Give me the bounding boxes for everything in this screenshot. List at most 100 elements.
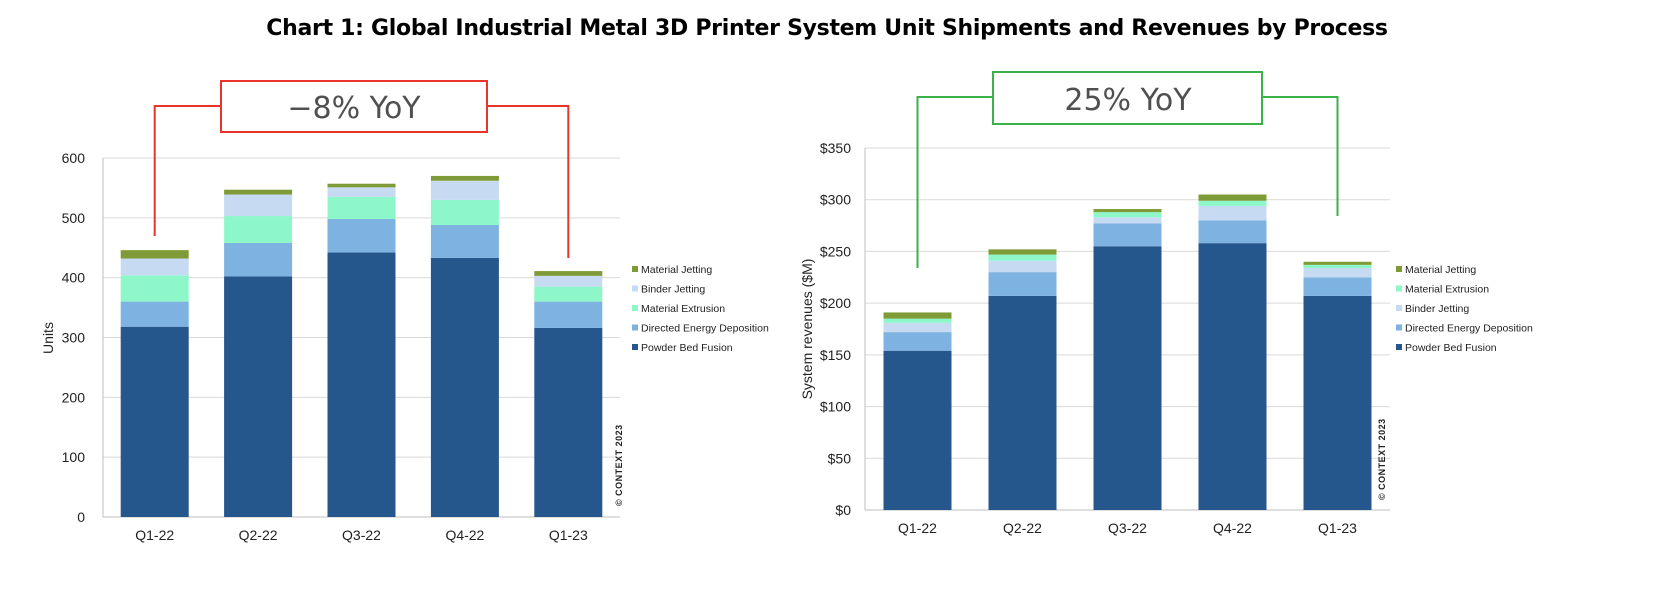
- y-tick-label: $350: [820, 140, 851, 156]
- bar-material-jetting-q2-22: [988, 249, 1057, 255]
- callout-box: [220, 80, 488, 133]
- bar-material-extrusion-q1-23: [534, 286, 603, 302]
- callout-box: [992, 71, 1263, 125]
- bar-directed-energy-deposition-q4-22: [430, 225, 499, 258]
- bar-directed-energy-deposition-q1-22: [120, 301, 189, 327]
- bar-material-jetting-q3-22: [327, 183, 396, 188]
- legend-swatch-powder-bed-fusion: [632, 344, 638, 350]
- legend-entry-material-extrusion: Material Extrusion: [641, 303, 725, 315]
- legend-swatch-material-extrusion: [1396, 285, 1402, 292]
- legend-entry-material-jetting: Material Jetting: [1405, 264, 1476, 276]
- callout-bracket-right: [1262, 96, 1339, 216]
- legend-entry-material-jetting: Material Jetting: [641, 264, 712, 276]
- bar-powder-bed-fusion-q1-22: [120, 326, 189, 517]
- bar-powder-bed-fusion-q1-22: [883, 350, 952, 510]
- y-tick-label: 300: [62, 330, 86, 346]
- x-tick-label: Q1-22: [135, 527, 174, 543]
- bar-directed-energy-deposition-q2-22: [224, 242, 293, 277]
- bar-material-jetting-q3-22: [1093, 209, 1162, 213]
- bar-directed-energy-deposition-q2-22: [988, 272, 1057, 296]
- y-tick-label: $250: [820, 243, 851, 259]
- x-tick-label: Q4-22: [1213, 520, 1252, 536]
- legend-swatch-material-extrusion: [632, 305, 638, 311]
- callout-bracket-right: [487, 105, 570, 258]
- bar-material-extrusion-q1-22: [120, 275, 189, 302]
- bar-material-extrusion-q4-22: [430, 199, 499, 226]
- bar-powder-bed-fusion-q2-22: [988, 295, 1057, 510]
- callout-yoy-label: −8% YoY: [287, 91, 421, 126]
- legend-swatch-powder-bed-fusion: [1396, 344, 1402, 350]
- legend-entry-binder-jetting: Binder Jetting: [641, 284, 705, 296]
- x-tick-label: Q3-22: [342, 527, 381, 543]
- bar-material-jetting-q1-23: [534, 271, 603, 276]
- bar-binder-jetting-q4-22: [430, 180, 499, 200]
- legend-entry-material-extrusion: Material Extrusion: [1405, 284, 1489, 296]
- bar-powder-bed-fusion-q1-23: [534, 327, 603, 517]
- y-tick-label: $100: [820, 399, 851, 415]
- x-tick-label: Q3-22: [1108, 520, 1147, 536]
- y-tick-label: $0: [835, 502, 851, 518]
- bar-powder-bed-fusion-q3-22: [327, 252, 396, 517]
- callout-bracket-left: [916, 96, 993, 268]
- bar-binder-jetting-q1-23: [1303, 267, 1372, 278]
- legend-swatch-directed-energy-deposition: [632, 324, 638, 331]
- legend-swatch-binder-jetting: [632, 285, 638, 292]
- bar-directed-energy-deposition-q1-22: [883, 332, 952, 351]
- bar-powder-bed-fusion-q3-22: [1093, 246, 1162, 510]
- bar-binder-jetting-q3-22: [327, 187, 396, 197]
- x-tick-label: Q4-22: [445, 527, 484, 543]
- bar-directed-energy-deposition-q1-23: [534, 301, 603, 328]
- bar-material-jetting-q1-23: [1303, 261, 1372, 265]
- legend-entry-directed-energy-deposition: Directed Energy Deposition: [641, 323, 769, 335]
- bar-material-extrusion-q4-22: [1198, 200, 1267, 206]
- x-tick-label: Q1-23: [549, 527, 588, 543]
- legend-swatch-material-jetting: [1396, 266, 1402, 272]
- bar-material-jetting-q1-22: [883, 312, 952, 319]
- y-tick-label: 500: [62, 210, 86, 226]
- bar-material-extrusion-q2-22: [988, 254, 1057, 261]
- unit-shipments-chart: 0 100 200 300 400 500 600 Q1-22 Q2-22 Q3-22 Q4-22 Q…: [40, 80, 769, 543]
- bar-binder-jetting-q1-23: [534, 275, 603, 287]
- bar-material-extrusion-q1-23: [1303, 264, 1372, 268]
- bar-binder-jetting-q3-22: [1093, 217, 1162, 224]
- y-tick-label: $150: [820, 347, 851, 363]
- y-tick-label: 600: [62, 150, 86, 166]
- bar-directed-energy-deposition-q1-23: [1303, 277, 1372, 296]
- bar-material-jetting-q4-22: [430, 175, 499, 181]
- callout-yoy-label: 25% YoY: [1064, 83, 1192, 118]
- bar-powder-bed-fusion-q4-22: [1198, 243, 1267, 510]
- callout-bracket-left: [153, 105, 221, 236]
- bar-binder-jetting-q2-22: [988, 260, 1057, 273]
- bar-powder-bed-fusion-q1-23: [1303, 295, 1372, 510]
- x-tick-label: Q2-22: [239, 527, 278, 543]
- x-tick-label: Q1-23: [1318, 520, 1357, 536]
- legend-swatch-directed-energy-deposition: [1396, 324, 1402, 331]
- copyright-label: © CONTEXT 2023: [1377, 418, 1387, 500]
- bar-material-extrusion-q2-22: [224, 216, 293, 243]
- bar-binder-jetting-q1-22: [883, 322, 952, 333]
- bar-binder-jetting-q2-22: [224, 194, 293, 217]
- bar-material-jetting-q4-22: [1198, 194, 1267, 201]
- legend-entry-directed-energy-deposition: Directed Energy Deposition: [1405, 323, 1533, 335]
- x-tick-label: Q1-22: [898, 520, 937, 536]
- bar-material-extrusion-q1-22: [883, 318, 952, 323]
- legend-swatch-binder-jetting: [1396, 305, 1402, 311]
- y-axis-label: System revenues ($M): [799, 259, 815, 400]
- bar-material-jetting-q1-22: [120, 250, 189, 259]
- bar-material-extrusion-q3-22: [327, 196, 396, 220]
- page-title: Chart 1: Global Industrial Metal 3D Prin…: [266, 16, 1388, 41]
- legend-entry-powder-bed-fusion: Powder Bed Fusion: [641, 342, 733, 354]
- y-tick-label: 0: [77, 509, 85, 525]
- y-tick-label: $300: [820, 192, 851, 208]
- bar-binder-jetting-q4-22: [1198, 205, 1267, 221]
- bar-material-jetting-q2-22: [224, 189, 293, 195]
- y-tick-label: $50: [828, 450, 852, 466]
- legend-entry-powder-bed-fusion: Powder Bed Fusion: [1405, 342, 1497, 354]
- y-tick-label: 100: [62, 449, 86, 465]
- bar-directed-energy-deposition-q3-22: [327, 219, 396, 253]
- bar-powder-bed-fusion-q2-22: [224, 276, 293, 517]
- y-tick-label: 200: [62, 389, 86, 405]
- y-tick-label: 400: [62, 270, 86, 286]
- y-tick-label: $200: [820, 295, 851, 311]
- legend-entry-binder-jetting: Binder Jetting: [1405, 303, 1469, 315]
